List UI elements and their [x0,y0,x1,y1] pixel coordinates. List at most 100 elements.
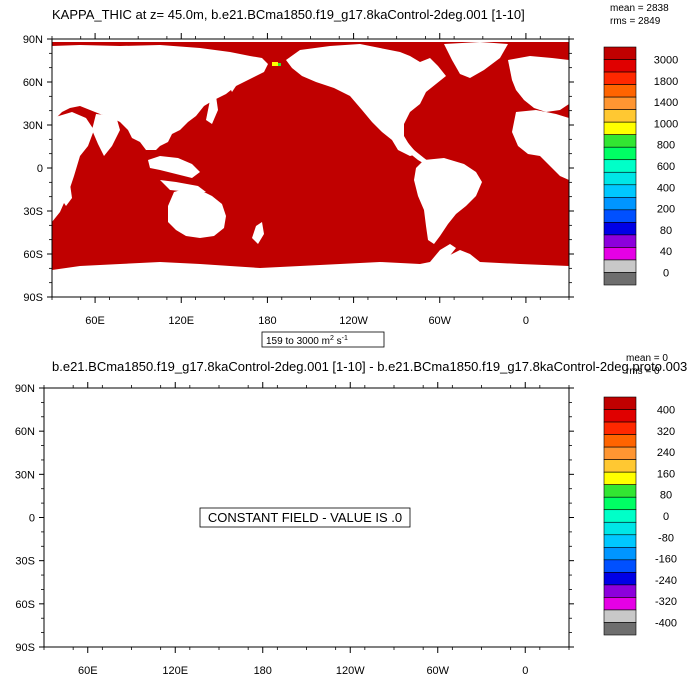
colorbar-bottom-swatch [603,446,637,460]
colorbar-top-label: 3000 [654,55,678,67]
colorbar-bottom-swatch [603,484,637,498]
panel-top-mean: mean = 2838 [610,3,669,14]
panel-bottom: b.e21.BCma1850.f19_g17.8kaControl-2deg.0… [15,353,687,677]
colorbar-bottom-swatch [603,471,637,485]
colorbar-bottom-swatch [603,459,637,473]
range-label-sup1: 2 [330,335,334,342]
panel-bottom-rms: rms = 0 [626,366,660,377]
top-lon-label: 120E [168,315,194,327]
colorbar-bottom-swatch [603,622,637,636]
colorbar-bottom-label: -400 [655,617,677,629]
colorbar-top-swatch [603,222,637,236]
land-madagascar [62,184,72,206]
top-lat-label: 60N [23,77,43,89]
colorbar-top-label: 1800 [654,76,678,88]
bottom-lat-label: 90N [15,383,35,395]
land-west-africa [512,110,569,180]
high-value-spot [272,62,278,66]
colorbar-top-swatch [603,146,637,161]
bottom-lon-label: 0 [522,665,528,677]
colorbar-bottom-label: 240 [657,447,675,459]
land-greenland [444,42,508,78]
bottom-lon-label: 120E [162,665,188,677]
colorbar-top-swatch [603,209,637,223]
bottom-axis-ticks: 90N 60N 30N 0 30S 60S 90S 60E 120E 180 120W 60W 0 [15,382,574,677]
bottom-lat-label: 30N [15,469,35,481]
land-north-america [286,44,446,156]
panel-top: KAPPA_THIC at z= 45.0m, b.e21.BCma1850.f… [23,3,678,348]
top-lon-label: 180 [258,315,276,327]
colorbar-bottom-swatch [603,547,637,561]
bottom-lon-label: 120W [336,665,365,677]
top-lat-label: 60S [23,249,43,261]
colorbar-top-swatch [603,159,637,173]
constant-field-label: CONSTANT FIELD - VALUE IS .0 [199,507,411,528]
colorbar-bottom-swatch [603,584,637,598]
land-mask [52,39,569,297]
colorbar-top-swatch [603,197,637,211]
top-lon-label: 0 [523,315,529,327]
colorbar-top-label: 1400 [654,97,678,109]
colorbar-top-label: 400 [657,182,675,194]
range-label-text: 159 to 3000 m2 s-1 [266,335,348,347]
range-label-main: 159 to 3000 m [266,336,330,347]
range-label-box [261,331,385,348]
range-label-mid: s [334,336,342,347]
colorbar-bottom-label: -80 [658,532,674,544]
colorbar-bottom-swatch [603,396,637,410]
bottom-lat-label: 60N [15,426,35,438]
colorbar-top-label: 80 [660,225,672,237]
colorbar-bottom-swatch [603,597,637,611]
land-japan [206,96,218,124]
colorbar-top-swatch [603,109,637,123]
panel-bottom-title: b.e21.BCma1850.f19_g17.8kaControl-2deg.0… [52,359,687,374]
bottom-lat-label: 30S [15,556,35,568]
bottom-lat-label: 60S [15,599,35,611]
colorbar-bottom-label: -240 [655,575,677,587]
land-new-zealand [252,222,264,244]
bottom-lat-label: 0 [29,513,35,525]
constant-field-text: CONSTANT FIELD - VALUE IS .0 [208,510,402,525]
colorbar-top-swatch [603,234,637,248]
colorbar-top-swatch [603,247,637,261]
colorbar-bottom-label: 400 [657,405,675,417]
bottom-lon-label: 60E [78,665,98,677]
colorbar-bottom-label: 0 [663,511,669,523]
colorbar-top-swatch [603,134,637,148]
colorbar-top-label: 600 [657,161,675,173]
colorbar-bottom-swatch [603,521,637,536]
mid-value-spot [278,63,281,66]
colorbar-bottom: 400 320 240 160 80 0 -80 -160 -240 -320 -400 [603,396,677,636]
colorbar-bottom-label: 320 [657,426,675,438]
colorbar-top-label: 40 [660,246,672,258]
bottom-lon-label: 180 [254,665,272,677]
land-africa [52,112,94,222]
colorbar-top-label: 800 [657,140,675,152]
colorbar-bottom-swatch [603,496,637,511]
colorbar-top-swatch [603,171,637,186]
land-south-america [414,158,482,244]
colorbar-bottom-swatch [603,559,637,573]
colorbar-top-label: 1000 [654,118,678,130]
colorbar-top-swatch [603,121,637,135]
colorbar-top-swatch [603,84,637,98]
top-axis-ticks: 90N 60N 30N 0 30S 60S 90S 60E 120E 180 120W 60W 0 [23,33,574,327]
colorbar-bottom-swatch [603,572,637,586]
top-lat-label: 30S [23,206,43,218]
colorbar-bottom-swatch [603,409,637,423]
colorbar-bottom-swatch [603,534,637,548]
constant-field-box [199,507,411,528]
top-lon-label: 60W [428,315,451,327]
top-lat-label: 90N [23,34,43,46]
colorbar-top-swatch [603,59,637,73]
bottom-lon-label: 60W [426,665,449,677]
top-lat-label: 0 [37,163,43,175]
top-lon-label: 60E [85,315,105,327]
colorbar-top-swatch [603,46,637,60]
top-lat-label: 90S [23,292,43,304]
colorbar-top-label: 200 [657,204,675,216]
land-india [92,114,120,156]
land-antarctic-peninsula [430,244,456,264]
